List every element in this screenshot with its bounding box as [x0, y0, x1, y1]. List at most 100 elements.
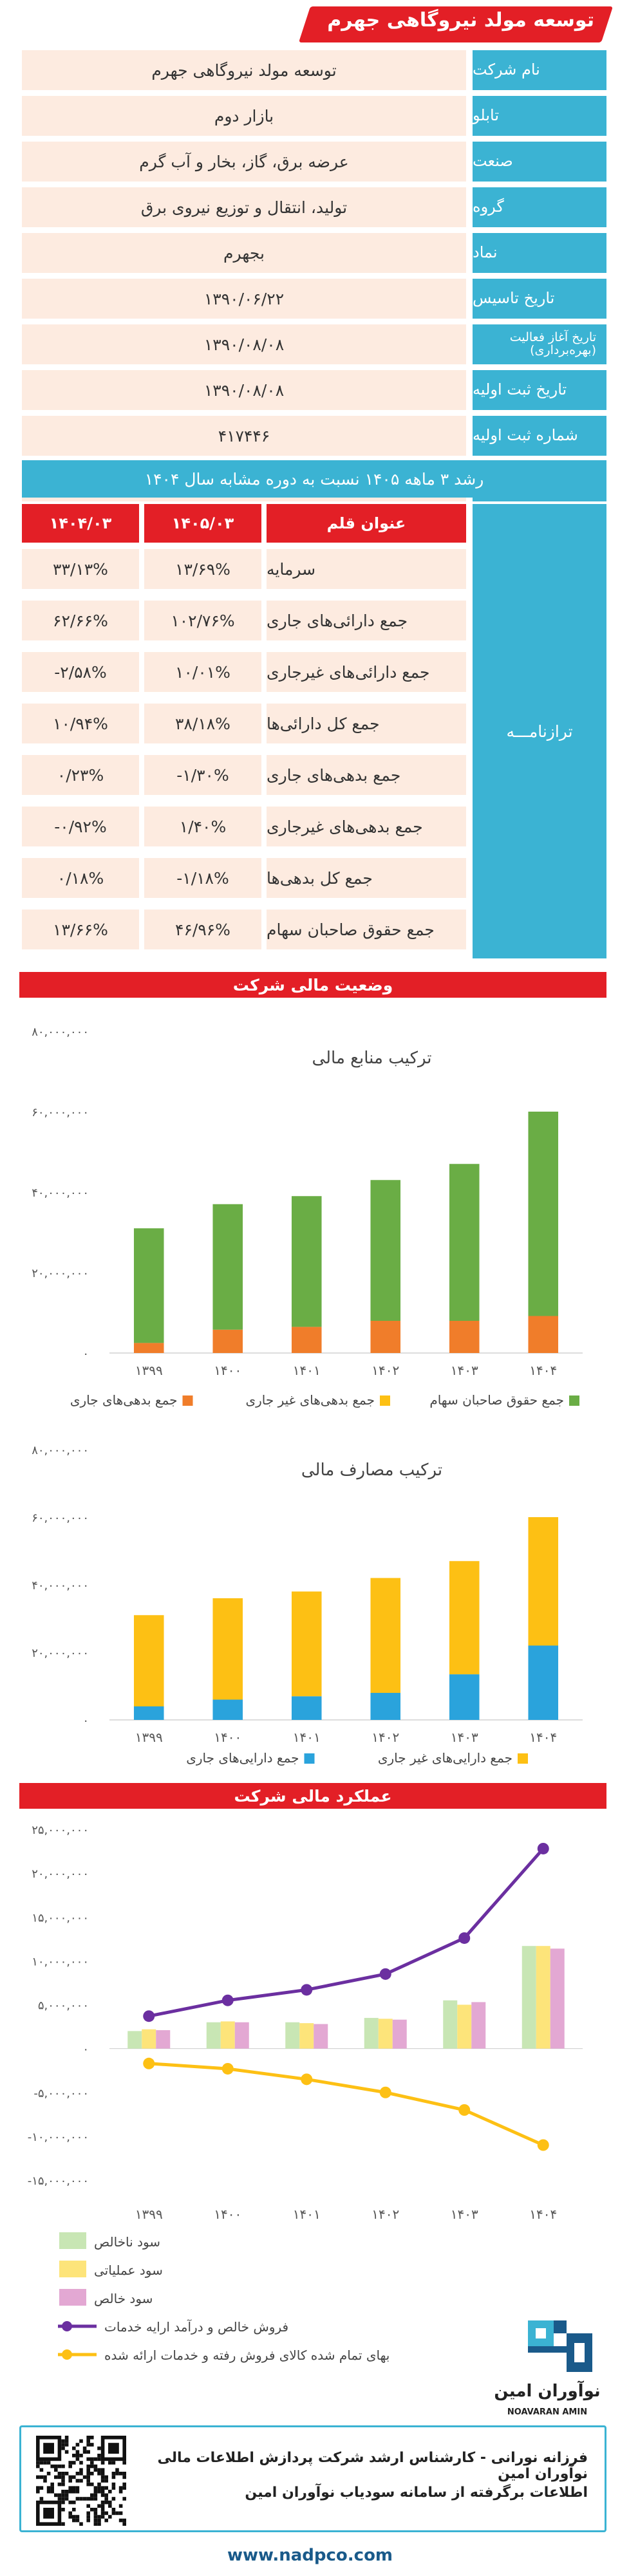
y-tick-label: ۶۰,۰۰۰,۰۰۰ — [32, 1106, 89, 1119]
qr-module — [90, 2482, 94, 2487]
bar — [536, 1946, 550, 2049]
bar — [127, 2031, 142, 2049]
qr-module — [75, 2454, 80, 2458]
qr-module — [93, 2511, 98, 2515]
qr-module — [75, 2486, 80, 2490]
growth-item: سرمایه — [267, 549, 466, 589]
x-tick-label: ۱۳۹۹ — [135, 2207, 163, 2222]
series-point — [143, 2010, 155, 2022]
y-tick-label: ۲۰,۰۰۰,۰۰۰ — [32, 1267, 89, 1280]
qr-module — [50, 2490, 54, 2494]
qr-module — [93, 2493, 98, 2497]
bar — [291, 1196, 322, 1327]
growth-1405-value: ۱۳/۶۹% — [144, 549, 261, 589]
legend-label: بهای تمام شده کالای فروش رفته و خدمات ار… — [104, 2347, 390, 2363]
qr-module — [61, 2508, 65, 2512]
info-label: تابلو — [473, 96, 606, 136]
qr-module — [108, 2504, 112, 2508]
qr-finder — [108, 2443, 119, 2454]
x-tick-label: ۱۴۰۱ — [293, 1730, 321, 1745]
growth-1405-value: ۳۸/۱۸% — [144, 704, 261, 743]
info-value: ۱۳۹۰/۰۸/۰۸ — [22, 324, 466, 364]
qr-module — [97, 2486, 101, 2490]
qr-module — [64, 2493, 69, 2497]
growth-1405-value: ۱۰۲/۷۶% — [144, 601, 261, 640]
growth-1404-value: ۰/۱۸% — [22, 858, 139, 898]
bar — [156, 2030, 171, 2049]
y-tick-label: -۱۰,۰۰۰,۰۰۰ — [28, 2131, 89, 2144]
qr-module — [97, 2522, 101, 2526]
funding-uses-chart: ترکیب مصارف مالی ۰ ۲۰,۰۰۰,۰۰۰ ۴۰,۰۰۰,۰۰۰ ۶۰,… — [32, 1444, 583, 1766]
qr-module — [79, 2472, 83, 2476]
x-tick-label: ۱۴۰۲ — [371, 1730, 399, 1745]
qr-module — [39, 2497, 44, 2501]
bar — [521, 1946, 536, 2049]
info-label: نام شرکت — [473, 50, 606, 90]
qr-module — [72, 2486, 76, 2490]
qr-module — [61, 2490, 65, 2494]
bar — [370, 1321, 401, 1353]
info-label: نماد — [473, 233, 606, 273]
qr-module — [72, 2500, 76, 2505]
qr-module — [100, 2461, 105, 2465]
qr-module — [72, 2490, 76, 2494]
qr-module — [111, 2475, 116, 2479]
qr-module — [36, 2475, 40, 2479]
growth-1404-value: -۰/۹۲% — [22, 807, 139, 846]
info-value: ۴۱۷۴۴۶ — [22, 416, 466, 456]
qr-module — [108, 2461, 112, 2465]
bar — [528, 1517, 559, 1646]
growth-item: جمع دارائی‌های جاری — [267, 601, 466, 640]
qr-module — [46, 2472, 51, 2476]
y-tick-label: ۲۰,۰۰۰,۰۰۰ — [32, 1647, 89, 1660]
qr-module — [122, 2472, 126, 2476]
qr-module — [111, 2511, 116, 2515]
qr-module — [72, 2515, 76, 2519]
qr-module — [46, 2461, 51, 2465]
y-tick-label: -۱۵,۰۰۰,۰۰۰ — [28, 2174, 89, 2188]
balance-sheet-label: ترازنامـــه — [473, 504, 606, 958]
qr-module — [122, 2475, 126, 2479]
qr-module — [75, 2450, 80, 2454]
qr-module — [75, 2457, 80, 2461]
legend-label: فروش خالص و درآمد ارایه خدمات — [104, 2319, 288, 2335]
qr-module — [57, 2493, 62, 2497]
bar — [206, 2022, 221, 2049]
growth-item: جمع بدهی‌های غیرجاری — [267, 807, 466, 846]
qr-module — [122, 2482, 126, 2487]
qr-module — [104, 2518, 108, 2523]
qr-module — [86, 2436, 90, 2440]
qr-module — [115, 2468, 119, 2472]
growth-item: جمع کل بدهی‌ها — [267, 858, 466, 898]
bar — [285, 2022, 300, 2049]
legend-label: جمع دارایی‌های غیر جاری — [378, 1750, 512, 1766]
y-tick-label: -۵,۰۰۰,۰۰۰ — [33, 2087, 89, 2100]
qr-module — [61, 2482, 65, 2487]
qr-module — [72, 2454, 76, 2458]
qr-module — [100, 2500, 105, 2505]
legend-swatch — [182, 1395, 193, 1406]
legend-label: جمع بدهی‌های جاری — [70, 1392, 178, 1408]
bar — [378, 2019, 393, 2049]
qr-module — [68, 2486, 72, 2490]
qr-module — [111, 2472, 116, 2476]
qr-module — [86, 2443, 90, 2447]
website-link[interactable]: www.nadpco.com — [227, 2546, 393, 2565]
info-row: نماد بجهرم — [22, 233, 606, 273]
qr-module — [97, 2515, 101, 2519]
qr-module — [68, 2475, 72, 2479]
qr-module — [90, 2457, 94, 2461]
legend-marker — [62, 2349, 72, 2360]
growth-1405-value: ۱۰/۰۱% — [144, 652, 261, 692]
qr-module — [97, 2504, 101, 2508]
series-point — [143, 2057, 155, 2069]
bar — [212, 1329, 243, 1353]
qr-module — [64, 2439, 69, 2443]
qr-module — [111, 2461, 116, 2465]
qr-module — [75, 2472, 80, 2476]
legend-label: سود ناخالص — [94, 2234, 160, 2250]
qr-module — [43, 2479, 47, 2483]
qr-module — [68, 2479, 72, 2483]
qr-module — [93, 2464, 98, 2469]
qr-module — [100, 2479, 105, 2483]
